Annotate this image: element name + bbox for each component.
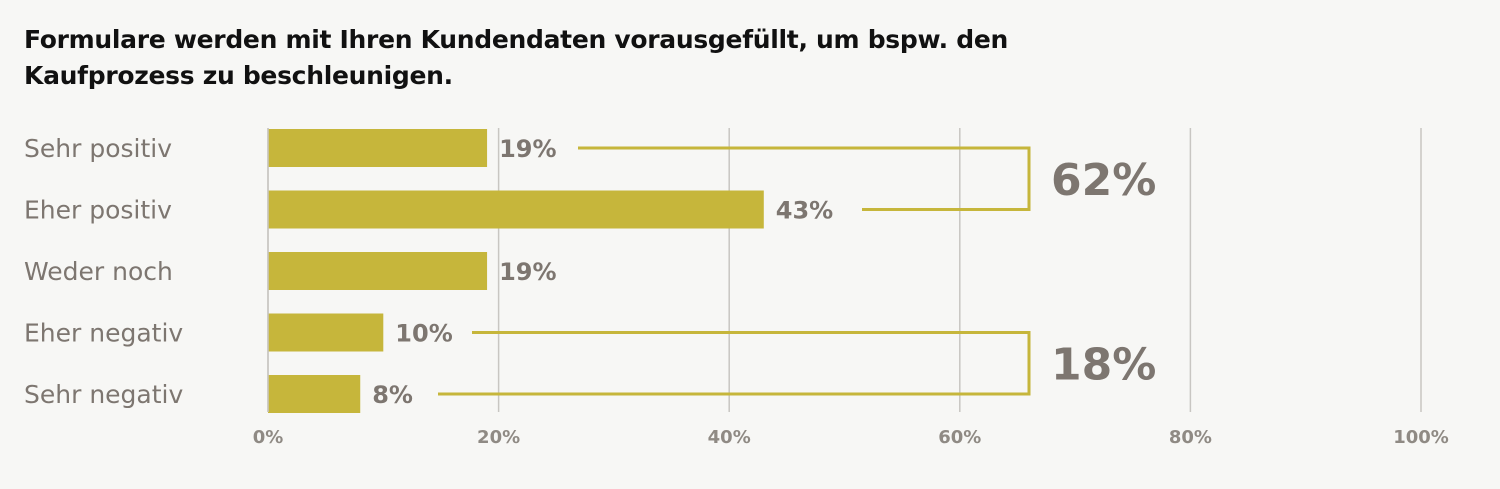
- x-tick-label: 80%: [1169, 427, 1212, 448]
- x-tick-label: 40%: [708, 427, 751, 448]
- chart-title-line2: Kaufprozess zu beschleunigen.: [24, 61, 453, 90]
- value-label: 19%: [499, 135, 556, 163]
- category-label: Eher positiv: [24, 196, 172, 225]
- bar: [268, 252, 488, 290]
- category-label: Eher negativ: [24, 319, 183, 348]
- bar: [268, 129, 488, 167]
- x-tick-label: 20%: [477, 427, 520, 448]
- value-label: 8%: [372, 381, 413, 409]
- group-bracket: [438, 331, 1031, 396]
- bar: [268, 313, 384, 352]
- chart-title: Formulare werden mit Ihren Kundendaten v…: [24, 22, 1024, 94]
- category-label: Sehr positiv: [24, 134, 172, 163]
- x-tick-label: 100%: [1393, 427, 1449, 448]
- x-tick-label: 0%: [253, 427, 284, 448]
- value-label: 10%: [395, 320, 452, 348]
- bar: [268, 190, 764, 229]
- chart-title-line1: Formulare werden mit Ihren Kundendaten v…: [24, 25, 1009, 54]
- category-label: Weder noch: [24, 257, 173, 286]
- bar: [268, 375, 361, 413]
- group-total-label: 18%: [1051, 339, 1156, 390]
- x-tick-label: 60%: [938, 427, 981, 448]
- value-label: 19%: [499, 258, 556, 286]
- group-total-label: 62%: [1051, 155, 1156, 206]
- group-bracket: [578, 146, 1031, 211]
- category-label: Sehr negativ: [24, 380, 183, 409]
- value-label: 43%: [776, 197, 833, 225]
